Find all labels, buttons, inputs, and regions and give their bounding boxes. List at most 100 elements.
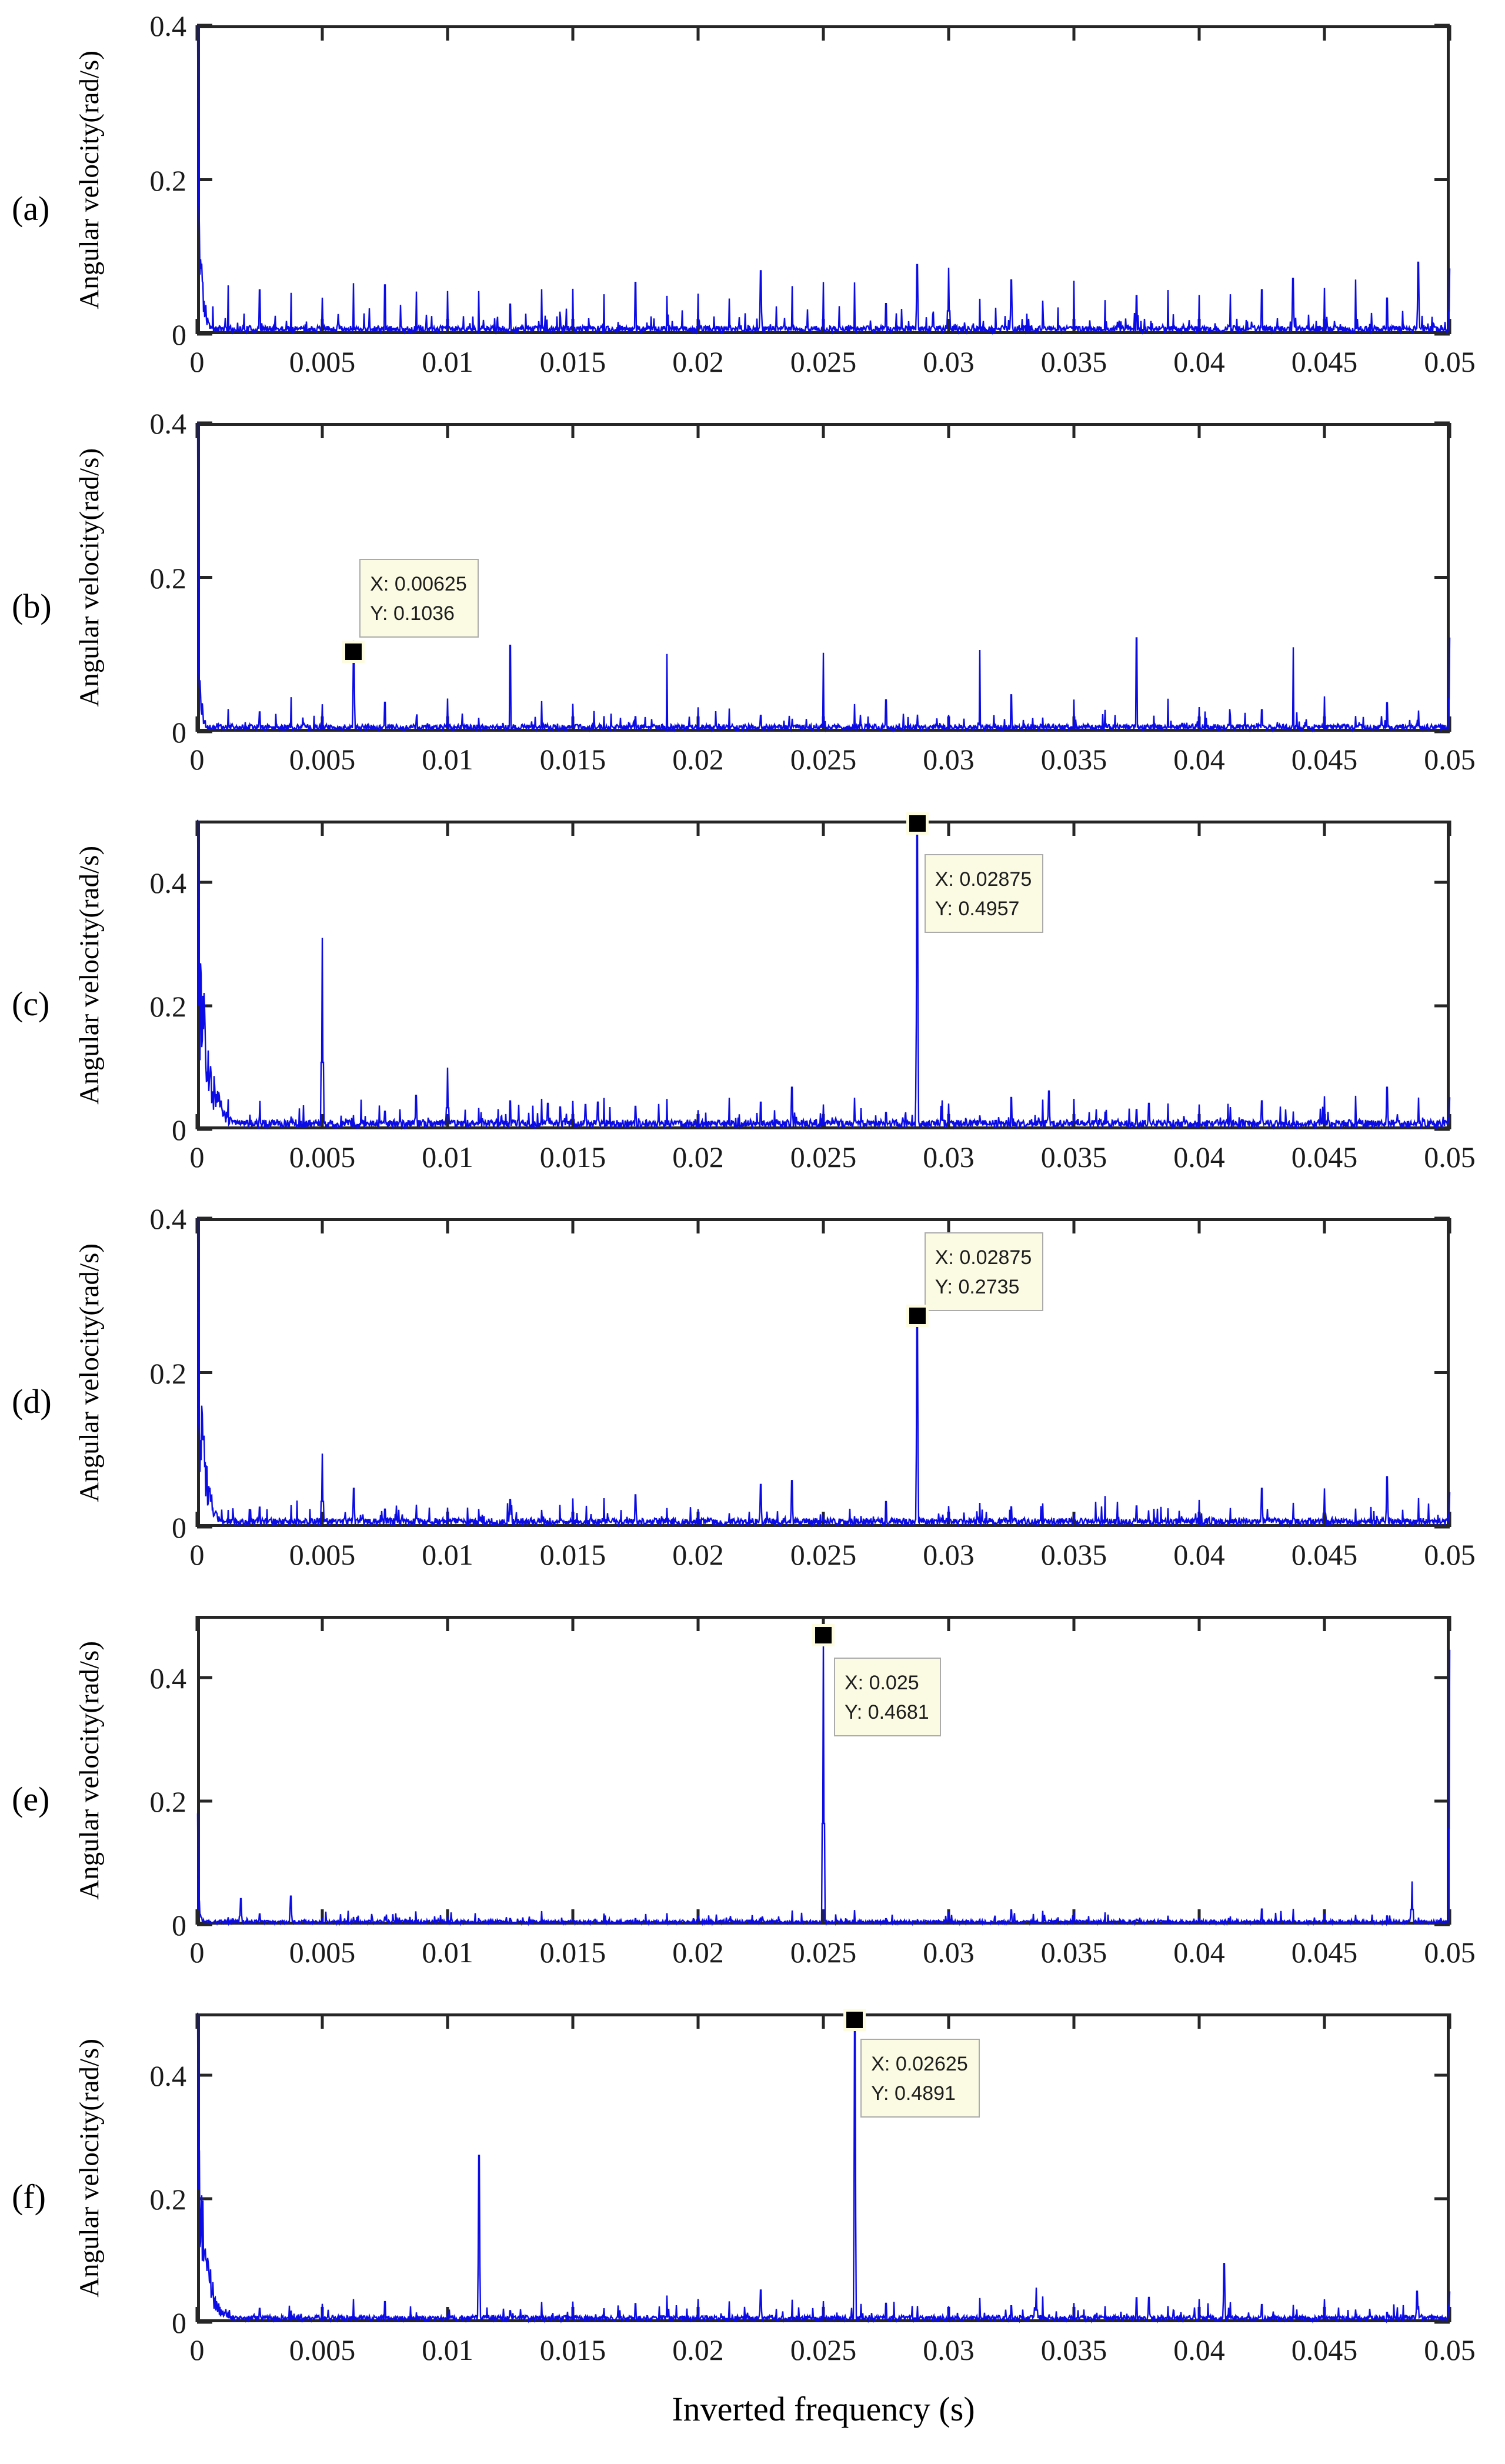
x-tick-label: 0.005	[289, 345, 356, 378]
x-tick-label: 0.015	[539, 345, 606, 378]
y-tick-label: 0.2	[149, 2183, 187, 2216]
x-tick-label: 0	[189, 2333, 205, 2366]
datatip-x-value: X: 0.025	[845, 1672, 919, 1695]
datatip-y-value: Y: 0.2735	[935, 1276, 1020, 1299]
x-tick-label: 0.015	[539, 1141, 606, 1173]
x-tick-label: 0.035	[1040, 743, 1107, 776]
x-tick-label: 0.03	[923, 2333, 975, 2366]
spectrum-trace-d	[196, 1217, 1451, 1528]
x-tick-label: 0.035	[1040, 345, 1107, 378]
panel-a-plot-area	[195, 24, 1451, 336]
datatip-x-value: X: 0.02875	[935, 1246, 1032, 1269]
panel-letter-e: (e)	[12, 1779, 50, 1818]
spectrum-trace-c	[196, 819, 1451, 1130]
datatip-x-value: X: 0.02625	[871, 2053, 968, 2076]
x-tick-label: 0.035	[1040, 1538, 1107, 1571]
y-tick-label: 0.2	[149, 561, 187, 595]
x-tick-label: 0.04	[1173, 1538, 1225, 1571]
x-tick-label: 0.05	[1424, 2333, 1476, 2366]
datatip-box-d: X: 0.02875 Y: 0.2735	[924, 1232, 1044, 1312]
x-tick-label: 0.025	[790, 743, 857, 776]
datatip-box-b: X: 0.00625 Y: 0.1036	[359, 559, 479, 638]
x-tick-label: 0.05	[1424, 1538, 1476, 1571]
y-tick-label: 0	[172, 318, 186, 351]
y-tick-label: 0	[172, 716, 186, 749]
spectrum-trace-b	[196, 422, 1451, 733]
plot-border	[197, 821, 1450, 1129]
x-tick-label: 0.045	[1291, 1141, 1358, 1173]
x-tick-label: 0.005	[289, 743, 356, 776]
x-tick-label: 0.035	[1040, 2333, 1107, 2366]
panel-c-plot-area	[195, 819, 1451, 1131]
panel-letter-a: (a)	[12, 189, 50, 228]
datatip-marker-e	[812, 1624, 835, 1647]
y-axis-label: Angular velocity(rad/s)	[74, 50, 105, 309]
y-axis-label-box: Angular velocity(rad/s)	[66, 2013, 113, 2322]
x-tick-label: 0.01	[422, 1936, 473, 1969]
x-tick-label: 0.015	[539, 743, 606, 776]
x-tick-label: 0.02	[672, 1538, 724, 1571]
y-tick-label: 0.2	[149, 1356, 187, 1390]
x-tick-label: 0.02	[672, 345, 724, 378]
panel-b-plot-area	[195, 421, 1451, 733]
x-tick-label: 0.045	[1291, 2333, 1358, 2366]
x-tick-label: 0.045	[1291, 345, 1358, 378]
x-tick-label: 0.005	[289, 2333, 356, 2366]
datatip-box-e: X: 0.025 Y: 0.4681	[834, 1658, 941, 1737]
y-tick-label: 0.2	[149, 164, 187, 197]
y-axis-label-box: Angular velocity(rad/s)	[66, 1616, 113, 1925]
y-tick-label: 0	[172, 2306, 186, 2339]
y-tick-label: 0.4	[149, 1662, 187, 1695]
y-axis-label: Angular velocity(rad/s)	[74, 845, 105, 1105]
y-axis-label: Angular velocity(rad/s)	[74, 448, 105, 707]
plot-border	[197, 1218, 1450, 1527]
y-tick-label: 0.2	[149, 1785, 187, 1818]
x-tick-label: 0.03	[923, 1538, 975, 1571]
x-tick-label: 0	[189, 1936, 205, 1969]
datatip-y-value: Y: 0.1036	[370, 602, 455, 625]
y-axis-label: Angular velocity(rad/s)	[74, 1641, 105, 1900]
x-tick-label: 0.025	[790, 1936, 857, 1969]
x-tick-label: 0.005	[289, 1538, 356, 1571]
x-tick-label: 0.05	[1424, 743, 1476, 776]
x-tick-label: 0.04	[1173, 2333, 1225, 2366]
panel-letter-c: (c)	[12, 984, 50, 1023]
x-tick-label: 0.025	[790, 345, 857, 378]
panel-letter-f: (f)	[12, 2177, 46, 2216]
datatip-y-value: Y: 0.4891	[871, 2082, 956, 2105]
x-tick-label: 0.035	[1040, 1141, 1107, 1173]
panel-d-plot-area	[195, 1216, 1451, 1529]
datatip-box-f: X: 0.02625 Y: 0.4891	[860, 2039, 980, 2118]
panel-letter-b: (b)	[12, 586, 52, 625]
x-tick-label: 0.05	[1424, 1936, 1476, 1969]
y-axis-label-box: Angular velocity(rad/s)	[66, 821, 113, 1129]
x-tick-label: 0.015	[539, 1936, 606, 1969]
y-tick-label: 0	[172, 1909, 186, 1942]
datatip-marker-b	[342, 641, 365, 663]
x-tick-label: 0.05	[1424, 1141, 1476, 1173]
y-axis-label-box: Angular velocity(rad/s)	[66, 1218, 113, 1527]
x-tick-label: 0.03	[923, 1936, 975, 1969]
x-tick-label: 0	[189, 1538, 205, 1571]
y-axis-label: Angular velocity(rad/s)	[74, 1243, 105, 1502]
y-axis-label-box: Angular velocity(rad/s)	[66, 25, 113, 334]
x-tick-label: 0.03	[923, 1141, 975, 1173]
x-tick-label: 0.015	[539, 2333, 606, 2366]
y-axis-label: Angular velocity(rad/s)	[74, 2038, 105, 2298]
x-tick-label: 0.045	[1291, 1936, 1358, 1969]
x-tick-label: 0.025	[790, 1538, 857, 1571]
panel-letter-d: (d)	[12, 1382, 52, 1421]
x-tick-label: 0.04	[1173, 1141, 1225, 1173]
x-tick-label: 0.02	[672, 1936, 724, 1969]
x-tick-label: 0.045	[1291, 1538, 1358, 1571]
spectrum-trace-f	[196, 2012, 1451, 2324]
x-tick-label: 0	[189, 1141, 205, 1173]
x-tick-label: 0.04	[1173, 743, 1225, 776]
x-tick-label: 0.01	[422, 2333, 473, 2366]
datatip-marker-c	[906, 812, 929, 835]
x-tick-label: 0.025	[790, 2333, 857, 2366]
x-tick-label: 0.02	[672, 2333, 724, 2366]
x-tick-label: 0.04	[1173, 1936, 1225, 1969]
datatip-x-value: X: 0.02875	[935, 868, 1032, 891]
x-tick-label: 0.03	[923, 743, 975, 776]
